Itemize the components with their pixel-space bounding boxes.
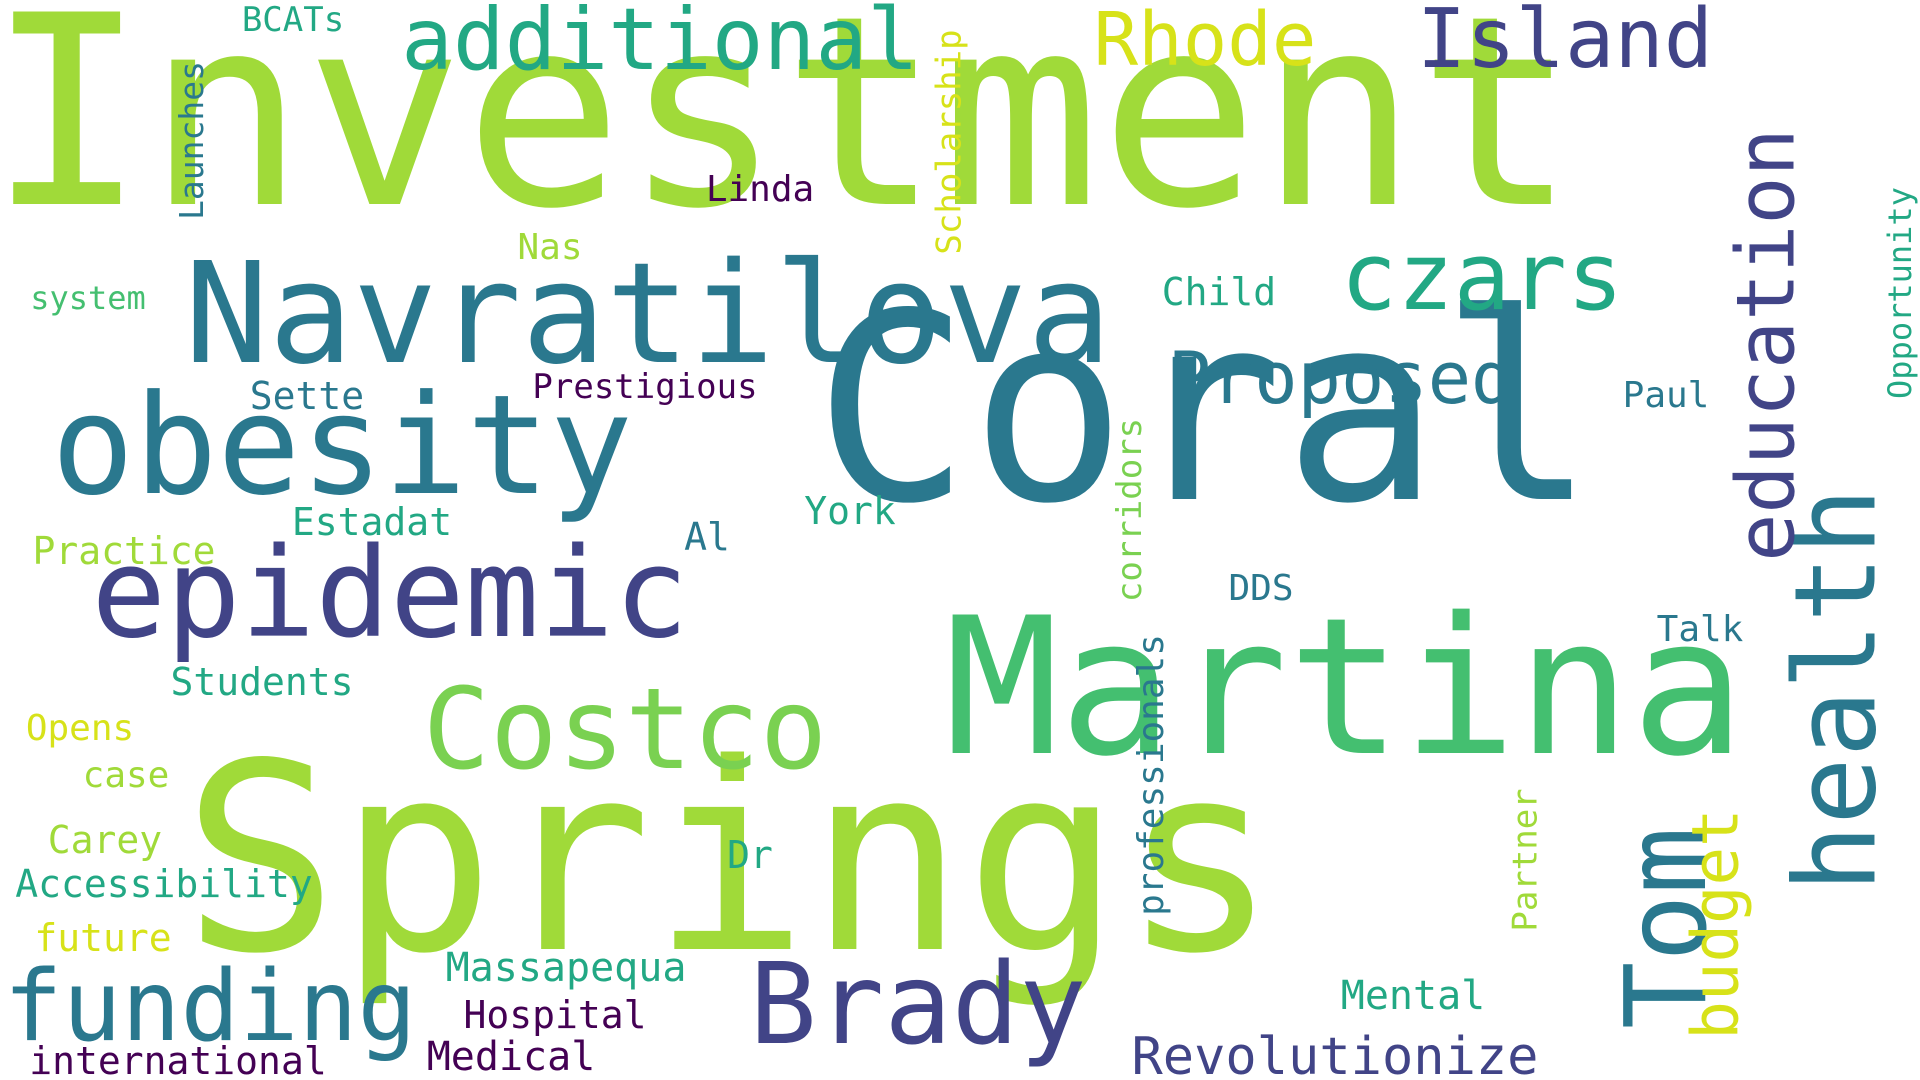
word-york: York [804, 489, 896, 533]
word-massapequa: Massapequa [445, 945, 687, 991]
word-prestigious: Prestigious [532, 367, 758, 407]
word-rhode: Rhode [1093, 0, 1317, 83]
word-bcats: BCATs [241, 0, 345, 40]
word-opens: Opens [25, 708, 135, 749]
word-budget: budget [1680, 808, 1754, 1040]
word-obesity: obesity [51, 365, 633, 526]
word-hospital: Hospital [463, 993, 647, 1037]
word-funding: funding [3, 950, 417, 1064]
word-investment: Investment [0, 0, 1577, 267]
word-education: education [1719, 128, 1813, 562]
word-partner: Partner [1505, 788, 1546, 932]
word-corridors: corridors [1109, 417, 1150, 603]
word-opportunity: Opportunity [1880, 187, 1919, 399]
word-students: Students [170, 660, 354, 704]
word-practice: Practice [32, 529, 216, 573]
word-revolutionize: Revolutionize [1131, 1027, 1539, 1080]
word-system: system [30, 279, 146, 317]
word-costco: Costco [422, 665, 828, 795]
word-medical: Medical [426, 1034, 596, 1080]
word-case: case [82, 755, 170, 796]
word-child: Child [1161, 270, 1277, 314]
word-mental: Mental [1340, 973, 1486, 1019]
word-dds: DDS [1228, 568, 1294, 609]
word-paul: Paul [1622, 375, 1710, 416]
word-brady: Brady [749, 940, 1087, 1070]
word-future: future [34, 916, 172, 960]
word-launches: Launches [171, 60, 211, 220]
word-international: international [29, 1039, 327, 1080]
word-additional: additional [401, 0, 919, 90]
word-nas: Nas [517, 227, 583, 268]
word-czars: czars [1340, 223, 1624, 332]
word-estadat: Estadat [291, 500, 453, 544]
word-dr: Dr [727, 833, 773, 877]
word-coral: Coral [813, 259, 1597, 561]
word-professionals: professionals [1130, 634, 1172, 916]
word-carey: Carey [47, 818, 163, 862]
word-accessibility: Accessibility [15, 862, 313, 906]
word-linda: Linda [705, 169, 815, 210]
word-navratilova: Navratilova [184, 233, 1112, 396]
word-martina: Martina [944, 577, 1746, 798]
word-proposed: Proposed [1167, 336, 1515, 420]
word-scholarship: Scholarship [929, 29, 970, 255]
word-island: Island [1416, 0, 1714, 87]
word-al: Al [684, 515, 730, 559]
word-springs: Springs [182, 709, 1278, 1011]
word-sette: Sette [249, 374, 365, 418]
word-talk: Talk [1656, 609, 1744, 650]
word-epidemic: epidemic [91, 522, 689, 666]
